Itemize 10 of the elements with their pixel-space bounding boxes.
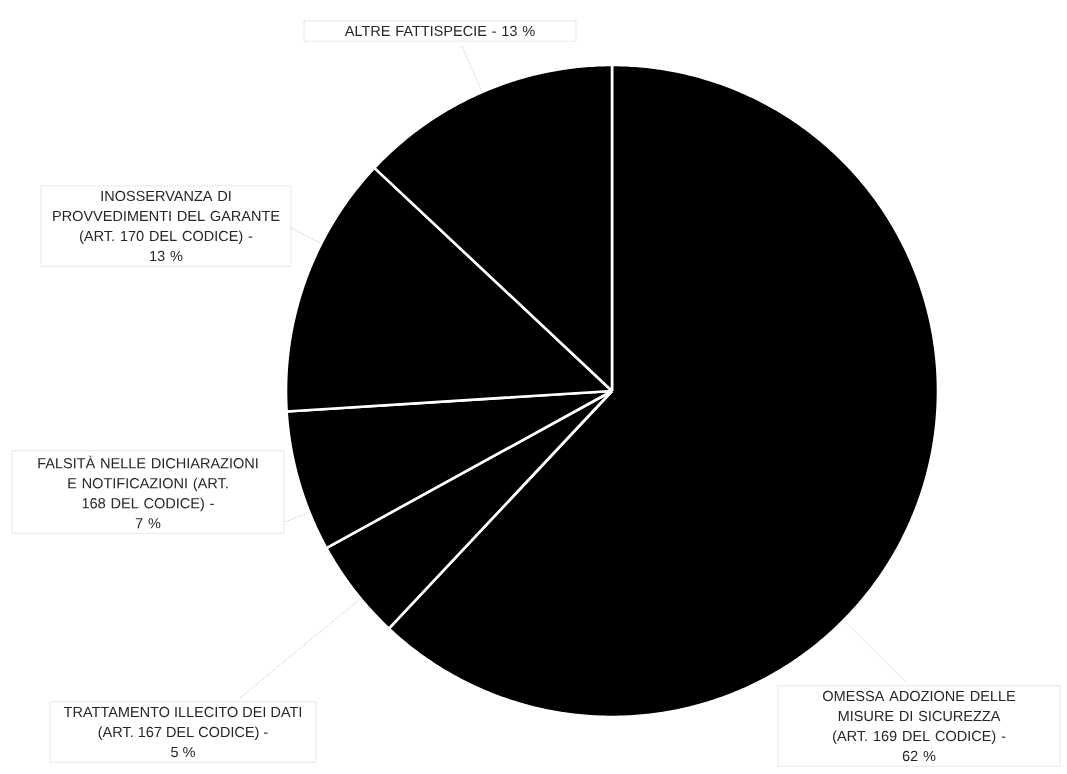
data-label: 5 % xyxy=(171,746,195,758)
slice-label: INOSSERVANZA DI PROVVEDIMENTI DEL GARANTE (ART. 170 DEL CODICE) - xyxy=(53,190,280,244)
slice-label: TRATTAMENTO ILLECITO DEI DATI (ART. 167 DEL CODICE) - xyxy=(63,706,302,740)
slice-label: ALTRE FATTISPECIE - xyxy=(344,25,496,37)
slice-label: OMESSA ADOZIONE DELLE MISURE DI SICUREZZA (ART. 169 DEL CODICE) - xyxy=(823,690,1016,744)
data-label: 7 % xyxy=(135,518,161,529)
data-label: 13 % xyxy=(502,25,535,37)
data-label: 62 % xyxy=(902,750,936,762)
slice-label: FALSITÀ NELLE DICHIARAZIONI E NOTIFICAZIONI (ART. 168 DEL CODICE) - xyxy=(38,455,258,512)
data-label: 13 % xyxy=(150,250,183,262)
